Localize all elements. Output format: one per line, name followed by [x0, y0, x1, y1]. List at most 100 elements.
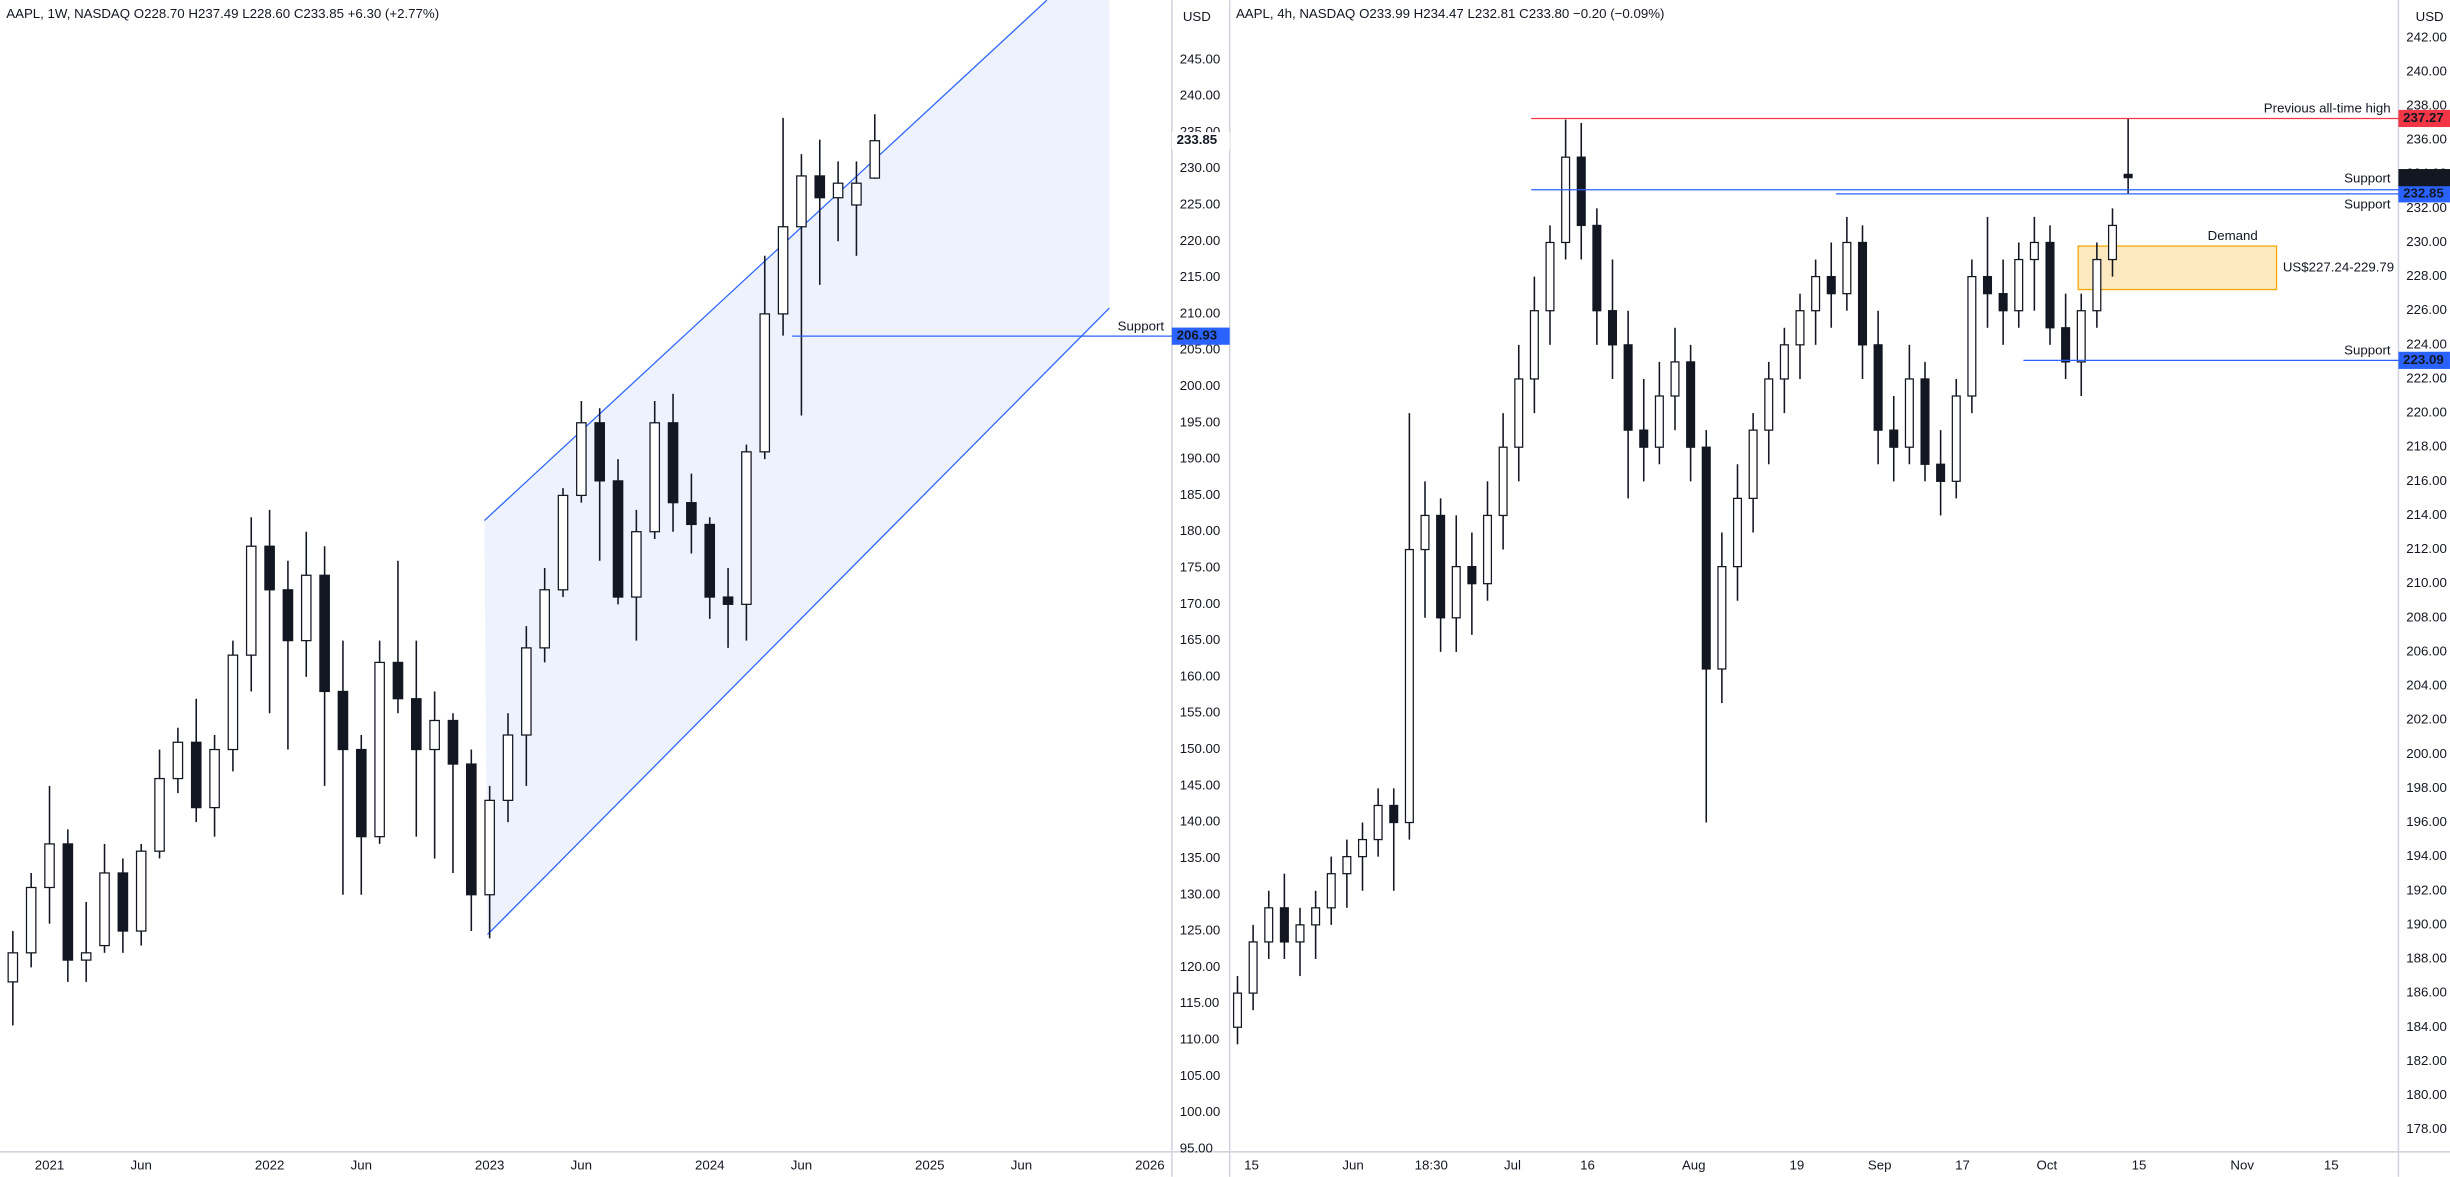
- price-tag: 206.93: [1177, 328, 1218, 343]
- candle-body: [521, 647, 532, 736]
- candle-body: [1451, 565, 1461, 619]
- currency: USD: [2416, 9, 2444, 24]
- candle-body: [832, 182, 844, 199]
- candle-body: [631, 531, 642, 598]
- y-tick-label: 125.00: [1180, 923, 1221, 938]
- y-tick-label: 130.00: [1180, 886, 1221, 901]
- candle-body: [1467, 565, 1477, 585]
- level-name: Support: [2344, 196, 2391, 211]
- candle-body: [245, 545, 257, 656]
- candle-body: [2092, 258, 2102, 312]
- candle-body: [392, 661, 404, 700]
- candle-body: [2076, 310, 2086, 363]
- candle-body: [1545, 241, 1555, 312]
- candle-body: [1982, 275, 1993, 295]
- price-tag: 223.09: [2403, 352, 2444, 367]
- candle-body: [869, 140, 881, 179]
- candle-body: [1529, 310, 1539, 380]
- y-tick-label: 190.00: [1180, 451, 1221, 466]
- candle-body: [209, 748, 220, 809]
- y-tick-label: 178.00: [2406, 1121, 2447, 1136]
- candle-body: [1701, 446, 1711, 670]
- candle-body: [1279, 907, 1289, 943]
- candle-body: [686, 502, 697, 526]
- currency: USD: [1183, 9, 1211, 24]
- candle-body: [1248, 941, 1258, 994]
- candle-body: [2014, 258, 2024, 312]
- candle-body: [1686, 361, 1696, 448]
- candle-body: [1732, 497, 1743, 568]
- x-tick-label: 18:30: [1415, 1157, 1448, 1172]
- candle-body: [1373, 804, 1383, 841]
- level-name: Support: [1118, 318, 1165, 333]
- candle-body: [62, 843, 74, 961]
- candle-body: [1561, 156, 1571, 244]
- y-tick-label: 186.00: [2406, 985, 2447, 1000]
- level-name: Previous all-time high: [2264, 101, 2391, 116]
- x-tick-label: Jun: [571, 1157, 592, 1172]
- x-tick-label: 19: [1789, 1157, 1804, 1172]
- candle-body: [722, 596, 734, 605]
- y-tick-label: 208.00: [2406, 609, 2447, 624]
- y-tick-label: 230.00: [1180, 160, 1221, 175]
- candle-body: [429, 719, 440, 751]
- y-tick-label: 220.00: [2406, 405, 2447, 420]
- candle-body: [1482, 514, 1493, 585]
- candle-body: [1295, 924, 1305, 943]
- channel-lower: [487, 307, 1110, 936]
- candle-body: [814, 175, 826, 199]
- y-tick-label: 198.00: [2406, 780, 2447, 795]
- candle-body: [1795, 310, 1805, 346]
- candle-body: [851, 182, 862, 206]
- channel-fill: [484, 0, 1110, 935]
- candle-body: [1857, 241, 1868, 346]
- x-tick-label: 15: [1244, 1157, 1259, 1172]
- x-tick-label: 2023: [475, 1157, 505, 1172]
- price-tag: 237.27: [2403, 110, 2444, 125]
- candle-body: [667, 422, 679, 504]
- candle-body: [2061, 327, 2071, 363]
- y-tick-label: 190.00: [2406, 916, 2447, 931]
- candle-body: [25, 886, 37, 954]
- candle-body: [1920, 378, 1930, 465]
- y-tick-label: 160.00: [1180, 668, 1221, 683]
- candle-body: [1498, 446, 1508, 517]
- candle-body: [374, 661, 385, 838]
- y-tick-label: 215.00: [1180, 269, 1221, 284]
- y-tick-label: 230.00: [2406, 234, 2447, 249]
- y-tick-label: 180.00: [2406, 1087, 2447, 1102]
- candle-body: [1404, 548, 1414, 824]
- candle-body: [1670, 361, 1680, 397]
- x-tick-label: Sep: [1868, 1157, 1892, 1172]
- y-tick-label: 245.00: [1180, 51, 1221, 66]
- candle-body: [741, 451, 752, 605]
- y-tick-label: 110.00: [1180, 1031, 1220, 1046]
- candle-body: [447, 719, 459, 765]
- candle-body: [117, 872, 129, 932]
- candle-body: [1607, 310, 1618, 346]
- candle-body: [1639, 429, 1649, 448]
- x-tick-label: 2021: [35, 1157, 65, 1172]
- demand-zone: [2077, 245, 2278, 291]
- x-tick-label: 2026: [1135, 1157, 1165, 1172]
- y-tick-label: 218.00: [2406, 439, 2447, 454]
- y-tick-label: 212.00: [2406, 541, 2447, 556]
- x-tick-label: Jun: [131, 1157, 152, 1172]
- candle-body: [1873, 344, 1883, 431]
- price-tag-bg: [2398, 185, 2450, 203]
- candle-body: [612, 480, 624, 598]
- candle-body: [154, 777, 165, 852]
- price-tag-bg: [2398, 109, 2450, 128]
- candle-body: [1998, 293, 2008, 312]
- y-tick-label: 210.00: [1180, 305, 1221, 320]
- y-tick-label: 222.00: [2406, 370, 2447, 385]
- candle-body: [7, 952, 19, 983]
- level-name: Support: [2344, 342, 2391, 357]
- candle-body: [99, 872, 110, 947]
- candle-body: [282, 589, 294, 642]
- price-tag: 232.85: [2403, 185, 2444, 200]
- y-tick-label: 95.00: [1180, 1140, 1213, 1155]
- candle-body: [2123, 173, 2133, 179]
- y-tick-label: 214.00: [2406, 507, 2447, 522]
